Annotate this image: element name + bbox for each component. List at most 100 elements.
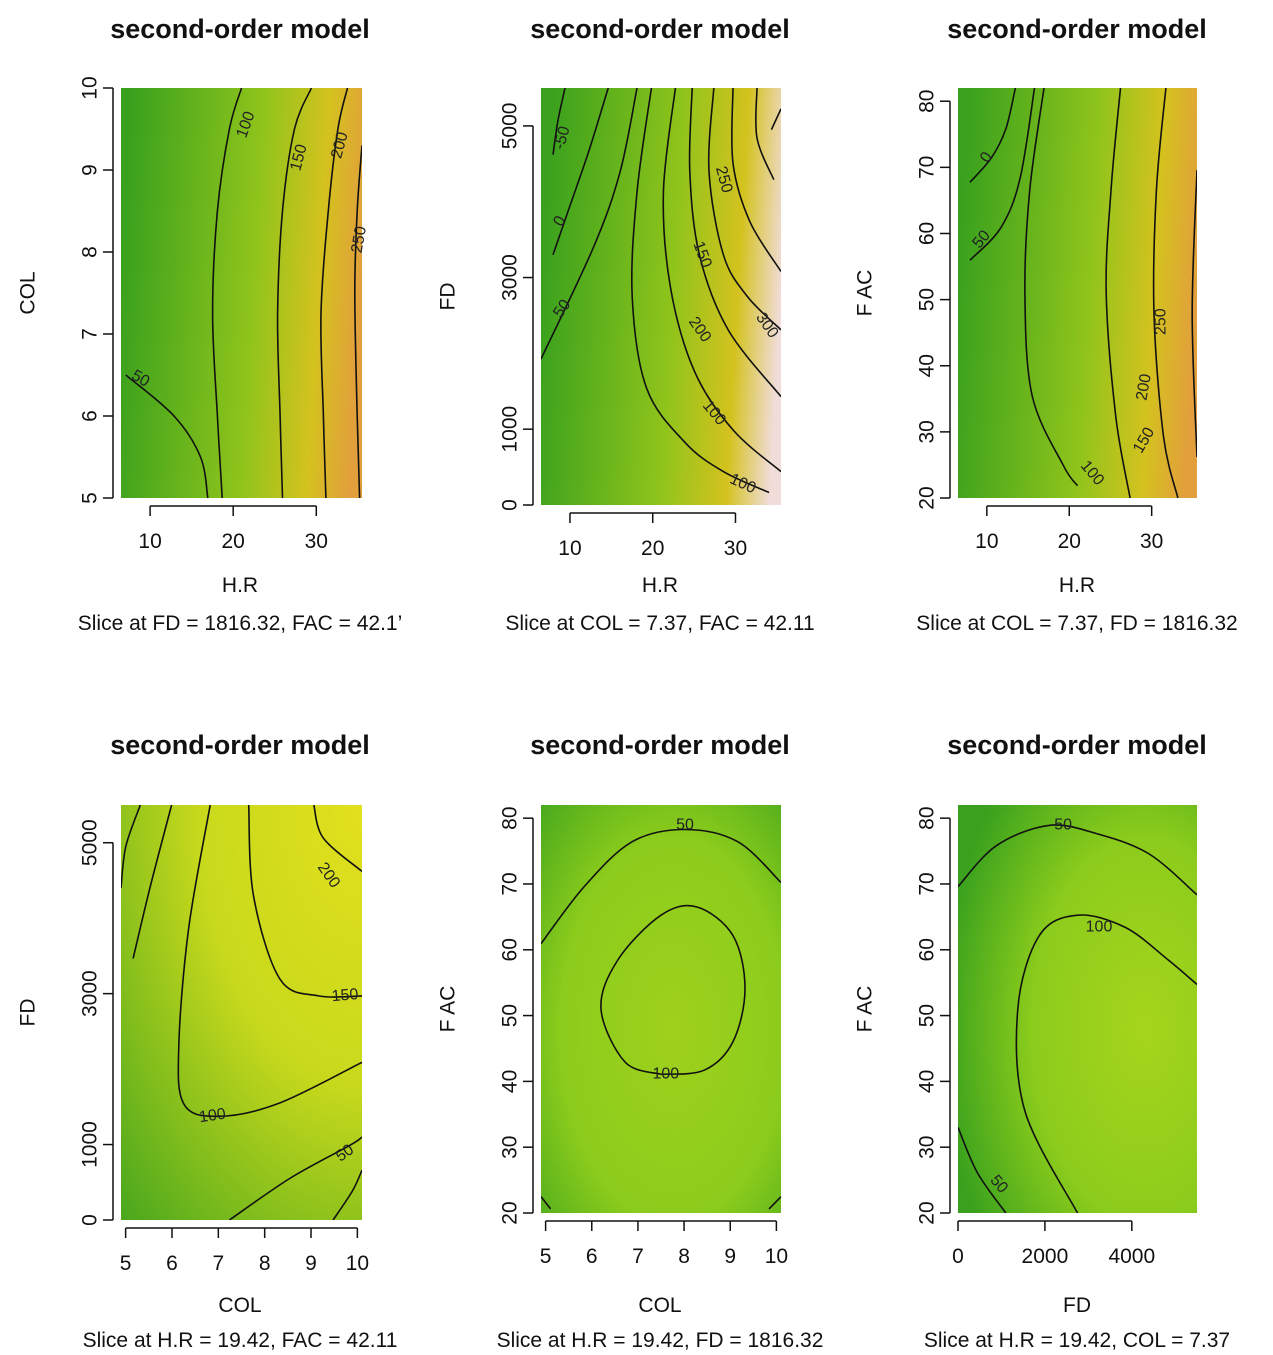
x-axis: 10 20 30 — [558, 512, 747, 560]
y-axis-label: COL — [17, 271, 40, 314]
x-axis: 5 6 7 8 9 10 — [120, 1227, 369, 1275]
y-tick-label: 6 — [79, 410, 102, 422]
panel-title: second-order model — [947, 14, 1207, 44]
y-tick-label: 1000 — [79, 1121, 102, 1168]
panel-title: second-order model — [947, 730, 1207, 760]
y-tick-label: 1000 — [499, 406, 522, 453]
contour-line — [768, 1196, 781, 1210]
y-axis: 20 30 40 50 60 70 80 — [916, 90, 951, 510]
contour-line — [630, 88, 770, 494]
contour-line — [177, 805, 362, 1118]
x-tick-label: 30 — [305, 530, 328, 553]
contour-line — [320, 88, 349, 498]
x-tick-label: 10 — [558, 537, 581, 560]
y-tick-label: 5000 — [79, 819, 102, 866]
heatmap-field — [958, 88, 1197, 498]
x-axis: 10 20 30 — [138, 505, 328, 553]
y-axis: 20 30 40 50 60 70 80 — [499, 806, 534, 1225]
slice-caption: Slice at FD = 1816.32, FAC = 42.1’ — [78, 612, 403, 635]
x-axis-label: H.R — [642, 574, 678, 597]
contour-line — [1024, 88, 1079, 487]
contour-label: 100 — [1086, 919, 1113, 936]
contour-line — [600, 904, 746, 1076]
contour-label: -50 — [551, 125, 573, 152]
x-tick-label: 5 — [540, 1245, 552, 1268]
contour-line — [125, 374, 209, 498]
y-tick-label: 40 — [916, 354, 939, 377]
contour-line — [541, 88, 638, 360]
contour-line — [1152, 88, 1179, 498]
x-tick-label: 6 — [166, 1252, 178, 1275]
y-tick-label: 60 — [916, 222, 939, 245]
x-axis: 5 6 7 8 9 10 — [540, 1220, 788, 1268]
x-tick-label: 20 — [641, 537, 664, 560]
contour-line — [958, 824, 1197, 896]
x-tick-label: 20 — [1058, 530, 1081, 553]
y-tick-label: 30 — [916, 420, 939, 443]
contour-lines — [125, 88, 362, 498]
x-tick-label: 8 — [678, 1245, 690, 1268]
panel-title: second-order model — [110, 14, 370, 44]
heatmap-field — [541, 805, 781, 1213]
contour-lines — [541, 828, 781, 1210]
y-tick-label: 10 — [79, 76, 102, 99]
y-tick-label: 70 — [916, 872, 939, 895]
x-tick-label: 7 — [632, 1245, 644, 1268]
heatmap-field — [121, 805, 362, 1220]
x-tick-label: 8 — [259, 1252, 271, 1275]
x-tick-label: 5 — [120, 1252, 132, 1275]
y-tick-label: 50 — [499, 1004, 522, 1027]
x-axis-label: FD — [1063, 1294, 1091, 1317]
x-axis-label: COL — [218, 1294, 261, 1317]
x-tick-label: 20 — [222, 530, 245, 553]
x-tick-label: 10 — [765, 1245, 788, 1268]
y-axis-label: F AC — [437, 986, 460, 1033]
y-tick-label: 50 — [916, 288, 939, 311]
contour-label: 200 — [328, 130, 351, 160]
slice-caption: Slice at H.R = 19.42, COL = 7.37 — [924, 1329, 1230, 1352]
y-axis: 5 6 7 8 9 10 — [79, 76, 114, 504]
contour-line — [1015, 914, 1197, 1213]
contour-line — [1191, 169, 1197, 458]
x-tick-label: 10 — [975, 530, 998, 553]
y-axis-label: FD — [17, 999, 40, 1027]
contour-line — [969, 88, 1036, 261]
contour-line — [313, 805, 362, 873]
y-axis-label: F AC — [854, 270, 877, 317]
x-tick-label: 10 — [346, 1252, 369, 1275]
x-tick-label: 9 — [305, 1252, 317, 1275]
slice-caption: Slice at H.R = 19.42, FD = 1816.32 — [497, 1329, 824, 1352]
contour-label: 250 — [712, 165, 735, 195]
contour-line — [707, 88, 781, 331]
contour-label: 250 — [1152, 308, 1169, 335]
y-tick-label: 30 — [916, 1136, 939, 1159]
contour-line — [969, 88, 1017, 183]
y-axis-label: FD — [437, 283, 460, 311]
contour-line — [1105, 88, 1131, 498]
contour-line — [247, 805, 362, 998]
slice-caption: Slice at H.R = 19.42, FAC = 42.11 — [83, 1329, 398, 1352]
contour-line — [754, 88, 775, 181]
y-tick-label: 80 — [499, 806, 522, 829]
contour-lines — [969, 88, 1197, 498]
x-tick-label: 4000 — [1108, 1245, 1155, 1268]
heatmap-field — [958, 805, 1197, 1213]
y-axis: 20 30 40 50 60 70 80 — [916, 806, 951, 1225]
contour-lines — [121, 805, 362, 1220]
contour-line — [332, 1169, 362, 1220]
y-tick-label: 50 — [916, 1004, 939, 1027]
contour-label: 50 — [128, 367, 152, 391]
y-tick-label: 70 — [499, 872, 522, 895]
x-axis-label: H.R — [1059, 574, 1095, 597]
x-axis-label: COL — [638, 1294, 681, 1317]
contour-label: 100 — [652, 1065, 679, 1082]
contour-line — [958, 1126, 1007, 1213]
x-tick-label: 7 — [212, 1252, 224, 1275]
y-tick-label: 20 — [916, 1201, 939, 1224]
y-tick-label: 80 — [916, 806, 939, 829]
y-tick-label: 60 — [499, 938, 522, 961]
